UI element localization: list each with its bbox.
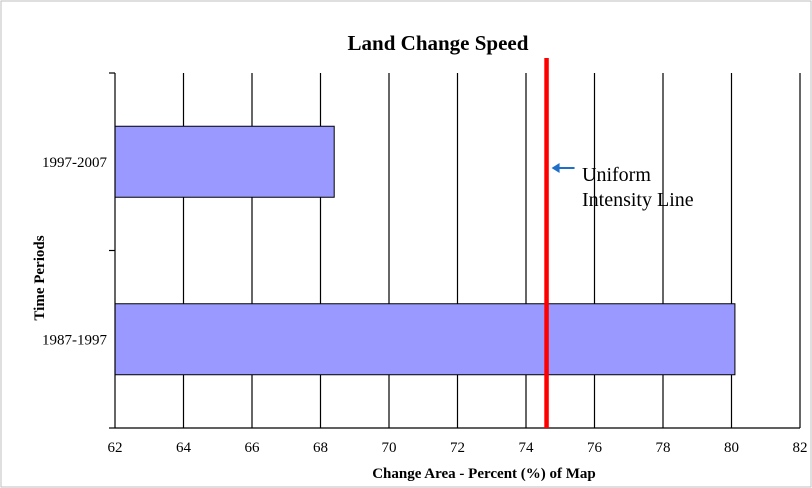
x-tick-label: 74	[519, 440, 535, 456]
x-tick-label: 64	[176, 440, 192, 456]
bars	[114, 125, 736, 376]
y-axis-title: Time Periods	[32, 235, 48, 320]
axes	[109, 72, 800, 429]
annotation-line-2: Intensity Line	[582, 189, 694, 211]
x-tick-label: 76	[587, 440, 603, 456]
y-tick-label: 1997-2007	[42, 155, 107, 171]
x-tick-label: 66	[245, 440, 261, 456]
tick-labels: 1997-2007 1987-1997 62 64 66 68 70 72 74 76 78 80 82	[42, 155, 808, 456]
y-tick-label: 1987-1997	[42, 332, 107, 348]
x-tick-label: 70	[382, 440, 397, 456]
bar-1987-1997	[114, 303, 736, 376]
reference-line-group	[544, 58, 575, 428]
x-tick-label: 72	[450, 440, 465, 456]
bar-1997-2007	[114, 125, 335, 198]
x-tick-label: 80	[724, 440, 739, 456]
chart-title: Land Change Speed	[348, 31, 529, 55]
annotation-arrow-icon	[551, 163, 560, 173]
x-tick-label: 82	[793, 440, 808, 456]
x-tick-label: 68	[313, 440, 328, 456]
x-axis-title: Change Area - Percent (%) of Map	[372, 466, 596, 482]
x-tick-label: 62	[108, 440, 123, 456]
x-tick-label: 78	[656, 440, 671, 456]
annotation-line-1: Uniform	[582, 164, 651, 186]
